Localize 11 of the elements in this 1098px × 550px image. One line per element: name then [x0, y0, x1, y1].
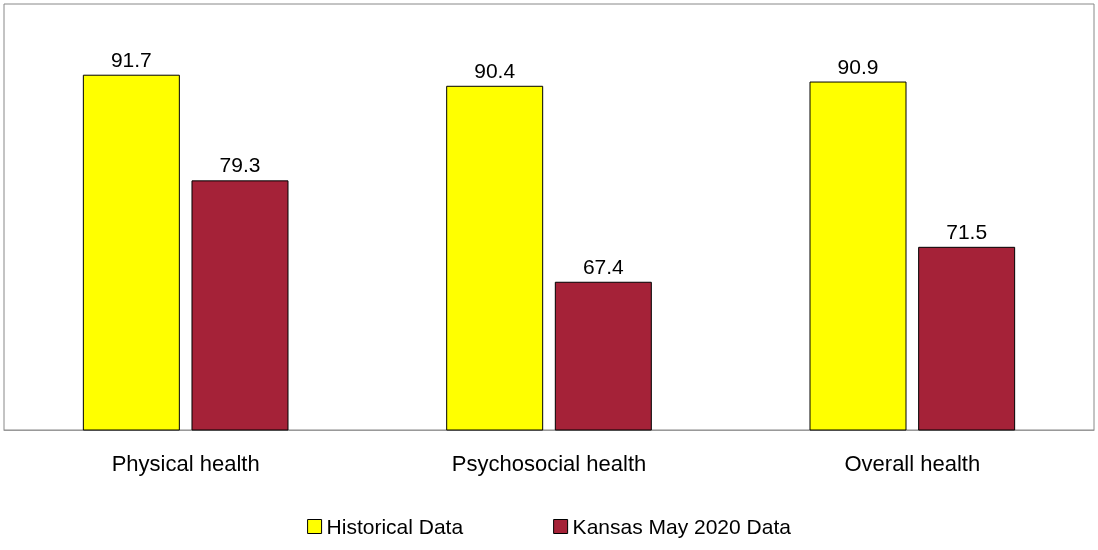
data-label: 79.3	[219, 153, 261, 177]
x-tick-label: Overall health	[844, 450, 981, 476]
data-label: 91.7	[110, 47, 152, 71]
data-label: 90.9	[837, 54, 879, 78]
data-label: 71.5	[946, 219, 988, 243]
data-label: 90.4	[474, 58, 516, 82]
legend-label: Historical Data	[326, 515, 464, 538]
x-tick-label: Physical health	[111, 450, 260, 476]
data-label: 67.4	[582, 254, 625, 278]
x-tick-label: Psychosocial health	[451, 450, 647, 476]
legend-label: Kansas May 2020 Data	[572, 515, 792, 538]
